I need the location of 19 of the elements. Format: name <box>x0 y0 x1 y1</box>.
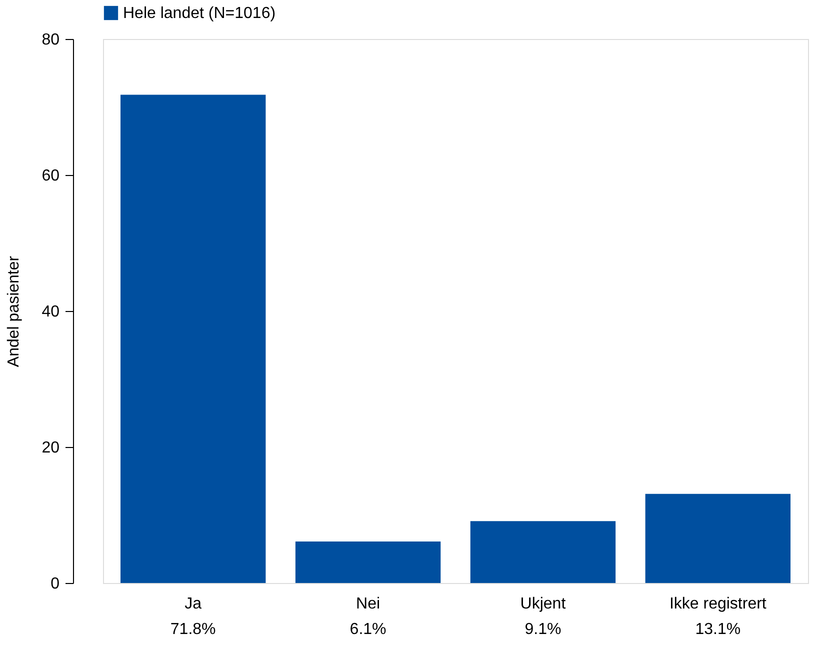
y-tick-label: 80 <box>42 32 60 48</box>
y-tick-label: 0 <box>50 576 60 592</box>
bar <box>645 494 791 583</box>
y-tick-label: 60 <box>42 168 60 184</box>
x-tick-label: Ja <box>184 596 202 612</box>
y-tick-label: 20 <box>42 440 60 456</box>
data-label: 6.1% <box>350 621 386 638</box>
data-label: 9.1% <box>524 621 562 638</box>
y-tick-label: 40 <box>42 304 60 320</box>
legend-label: Hele landet (N=1016) <box>123 5 276 22</box>
data-label: 13.1% <box>695 621 741 638</box>
y-axis-title: Andel pasienter <box>6 255 23 368</box>
data-label: 71.8% <box>170 621 216 638</box>
x-tick-label: Ikke registrert <box>669 596 767 612</box>
bar <box>295 542 441 583</box>
x-tick-label: Ukjent <box>520 596 566 612</box>
x-tick-label: Nei <box>356 596 380 612</box>
bar <box>120 94 266 583</box>
bar <box>470 521 616 583</box>
